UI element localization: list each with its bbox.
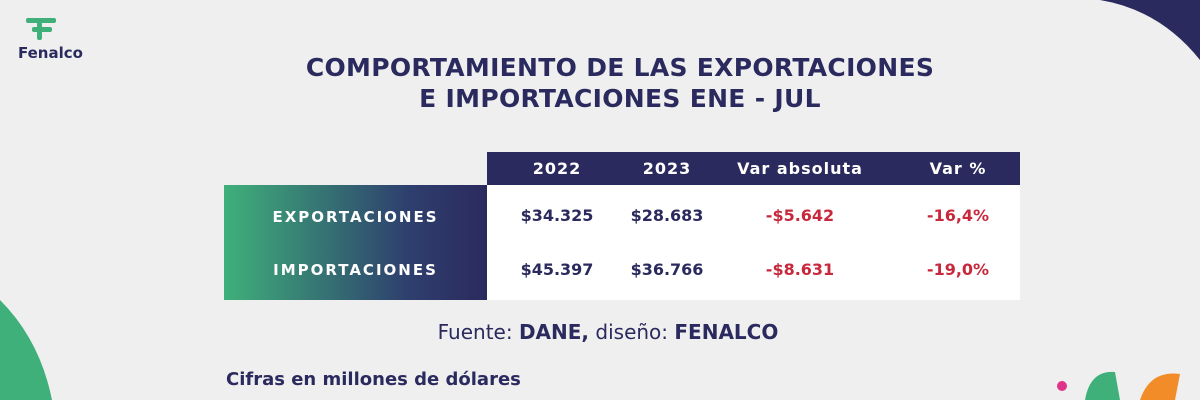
source-text: Fuente: bbox=[437, 320, 513, 344]
decor-dot bbox=[1057, 381, 1067, 391]
note: Cifras en millones de dólares bbox=[226, 369, 521, 390]
cell: -$8.631 bbox=[765, 260, 835, 279]
table-header: 2022 2023 Var absoluta Var % bbox=[487, 152, 1020, 185]
column-header: Var absoluta bbox=[737, 159, 863, 178]
column-header: Var % bbox=[929, 159, 987, 178]
logo-icon bbox=[26, 18, 56, 40]
corner-shape bbox=[1100, 0, 1200, 60]
cell: -19,0% bbox=[926, 260, 990, 279]
title-line: COMPORTAMIENTO DE LAS EXPORTACIONES bbox=[305, 53, 935, 82]
decor-shape bbox=[1085, 371, 1120, 400]
cell: $45.397 bbox=[520, 260, 594, 279]
row-headers: EXPORTACIONES IMPORTACIONES bbox=[224, 185, 487, 300]
row-header: IMPORTACIONES bbox=[273, 261, 438, 279]
source-text: FENALCO bbox=[674, 320, 779, 344]
column-header: 2022 bbox=[532, 159, 582, 178]
title: COMPORTAMIENTO DE LAS EXPORTACIONES E IM… bbox=[0, 52, 1200, 114]
column-header: 2023 bbox=[642, 159, 692, 178]
cell: -$5.642 bbox=[765, 206, 835, 225]
cell: $36.766 bbox=[630, 260, 704, 279]
source-text: diseño: bbox=[595, 320, 669, 344]
source: Fuente: DANE, diseño: FENALCO bbox=[0, 320, 1200, 344]
logo-text: Fenalco bbox=[18, 44, 83, 62]
table-body: $34.325 $28.683 -$5.642 -16,4% $45.397 $… bbox=[487, 185, 1020, 300]
decor-shape bbox=[1140, 373, 1180, 400]
row-header: EXPORTACIONES bbox=[272, 208, 439, 226]
cell: $34.325 bbox=[520, 206, 594, 225]
cell: -16,4% bbox=[926, 206, 990, 225]
corner-shape bbox=[0, 300, 52, 400]
cell: $28.683 bbox=[630, 206, 704, 225]
source-text: DANE, bbox=[518, 320, 590, 344]
title-line: E IMPORTACIONES ENE - JUL bbox=[419, 84, 821, 113]
